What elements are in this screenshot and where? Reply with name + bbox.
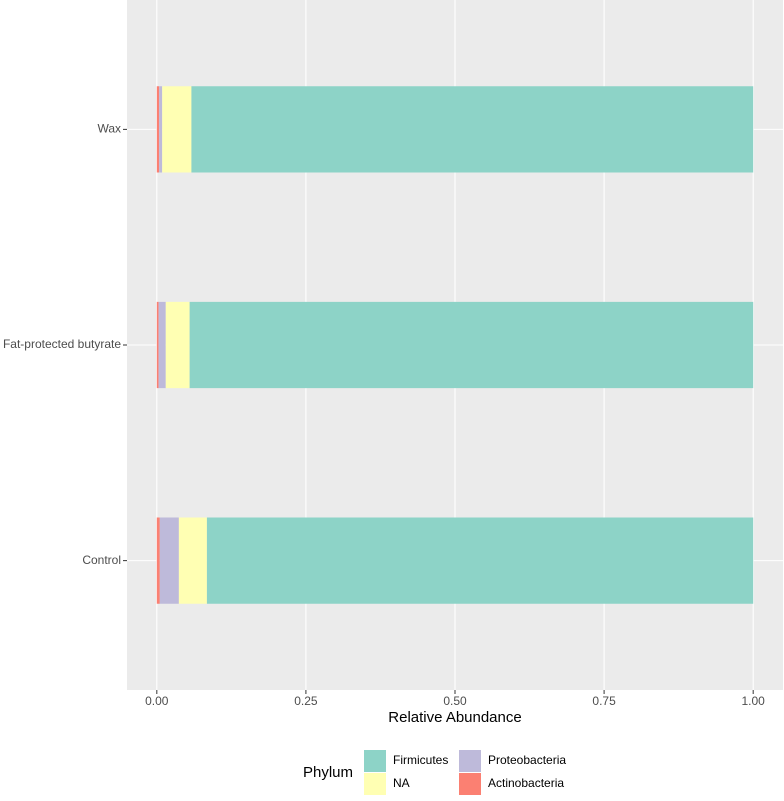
bar-segment [156,517,160,604]
legend-title: Phylum [303,764,353,781]
legend-key [459,750,481,772]
bar-segment [165,301,190,389]
legend-label: NA [393,776,410,790]
x-tick-label: 0.75 [592,694,616,708]
bar-segment [159,517,179,604]
y-tick-label: Wax [97,122,121,136]
bar-segment [156,86,160,173]
bar-segment [189,301,754,389]
bar-segment [156,301,159,389]
y-tick-label: Fat-protected butyrate [3,337,121,351]
legend-label: Actinobacteria [488,776,564,790]
bar-segment [162,86,192,173]
bar-segment [159,86,163,173]
x-axis-title: Relative Abundance [388,709,521,726]
bar-segment [206,517,754,604]
x-tick-label: 0.25 [294,694,318,708]
x-tick-label: 1.00 [742,694,766,708]
legend-key [364,773,386,795]
legend-label: Firmicutes [393,753,448,767]
bar-segment [178,517,207,604]
legend-key [459,773,481,795]
y-tick-label: Control [82,553,121,567]
bar-segment [158,301,166,389]
bar-segment [191,86,754,173]
legend-label: Proteobacteria [488,753,566,767]
legend-key [364,750,386,772]
x-tick-label: 0.00 [145,694,169,708]
x-tick-label: 0.50 [443,694,467,708]
